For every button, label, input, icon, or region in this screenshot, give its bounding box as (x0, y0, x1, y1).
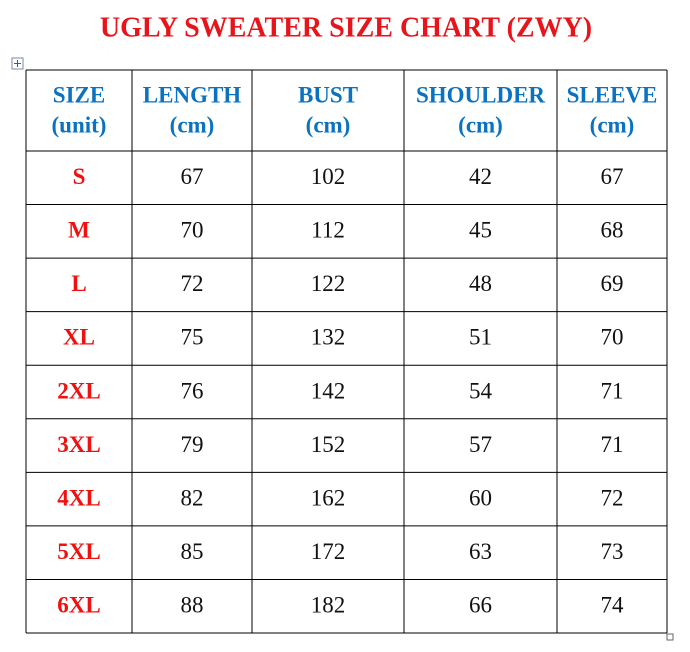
value-cell: 70 (181, 218, 204, 243)
header-cell: (cm) (458, 112, 503, 137)
value-cell: 63 (469, 539, 492, 564)
value-cell: 79 (181, 432, 204, 457)
title: UGLY SWEATER SIZE CHART (ZWY) (100, 12, 592, 43)
header-cell: (cm) (170, 112, 215, 137)
value-cell: 142 (311, 378, 346, 403)
value-cell: 45 (469, 218, 492, 243)
value-cell: 71 (601, 378, 624, 403)
value-cell: 112 (311, 218, 345, 243)
size-cell: XL (63, 325, 95, 350)
resize-handle[interactable] (666, 633, 674, 641)
value-cell: 60 (469, 485, 492, 510)
header-cell: (cm) (306, 112, 351, 137)
value-cell: 66 (469, 593, 492, 618)
header-cell: SIZE (53, 82, 105, 107)
value-cell: 75 (181, 325, 204, 350)
size-cell: L (71, 271, 86, 296)
value-cell: 72 (181, 271, 204, 296)
value-cell: 122 (311, 271, 346, 296)
value-cell: 74 (601, 593, 625, 618)
value-cell: 132 (311, 325, 346, 350)
value-cell: 182 (311, 593, 346, 618)
size-cell: 2XL (57, 378, 100, 403)
header-cell: BUST (298, 82, 358, 107)
value-cell: 67 (601, 164, 624, 189)
value-cell: 172 (311, 539, 346, 564)
value-cell: 54 (469, 378, 493, 403)
value-cell: 48 (469, 271, 492, 296)
value-cell: 57 (469, 432, 492, 457)
value-cell: 69 (601, 271, 624, 296)
value-cell: 152 (311, 432, 346, 457)
header-cell: (unit) (52, 112, 107, 137)
size-cell: 6XL (57, 593, 100, 618)
value-cell: 68 (601, 218, 624, 243)
move-handle[interactable] (11, 57, 24, 70)
header-cell: SLEEVE (567, 82, 658, 107)
value-cell: 73 (601, 539, 624, 564)
value-cell: 51 (469, 325, 492, 350)
value-cell: 102 (311, 164, 346, 189)
value-cell: 71 (601, 432, 624, 457)
header-cell: SHOULDER (416, 82, 545, 107)
value-cell: 85 (181, 539, 204, 564)
header-cell: (cm) (590, 112, 635, 137)
value-cell: 162 (311, 485, 346, 510)
size-cell: 4XL (57, 485, 100, 510)
header-cell: LENGTH (143, 82, 242, 107)
value-cell: 88 (181, 593, 204, 618)
value-cell: 42 (469, 164, 492, 189)
value-cell: 70 (601, 325, 624, 350)
size-cell: S (73, 164, 86, 189)
value-cell: 72 (601, 485, 624, 510)
value-cell: 82 (181, 485, 204, 510)
size-cell: 3XL (57, 432, 100, 457)
value-cell: 76 (181, 378, 204, 403)
size-cell: 5XL (57, 539, 100, 564)
size-cell: M (68, 218, 90, 243)
value-cell: 67 (181, 164, 204, 189)
